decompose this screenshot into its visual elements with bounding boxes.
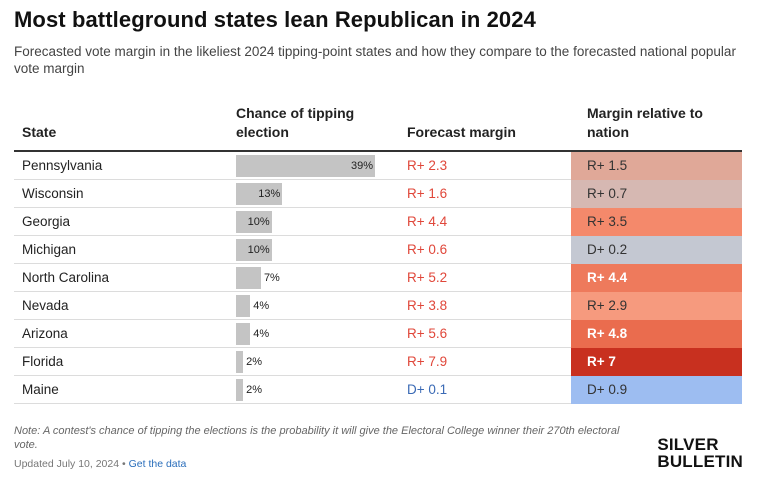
chance-label: 2% (246, 356, 263, 368)
chance-bar (236, 351, 244, 373)
chance-bar-cell: 13% (236, 183, 386, 205)
updated-date: Updated July 10, 2024 (14, 458, 120, 470)
chance-bar (236, 155, 375, 177)
table-row: Michigan 10% R+ 0.6 D+ 0.2 (14, 236, 742, 264)
chance-label: 7% (263, 272, 280, 284)
state-name: Wisconsin (22, 186, 84, 201)
state-name: Florida (22, 354, 64, 369)
chance-bar-cell: 4% (236, 323, 386, 345)
chance-bar-cell: 10% (236, 211, 386, 233)
column-header-forecast-margin: Forecast margin (407, 124, 516, 140)
column-header-chance: Chance of tipping election (236, 105, 355, 140)
chance-bar-cell: 10% (236, 239, 386, 261)
chart-title: Most battleground states lean Republican… (14, 7, 536, 32)
chart-subtitle: Forecasted vote margin in the likeliest … (14, 44, 736, 76)
margin-relative-cell: R+ 4.8 (571, 320, 742, 348)
forecast-margin: R+ 0.6 (407, 242, 448, 257)
margin-relative-cell: R+ 4.4 (571, 264, 742, 292)
forecast-margin: R+ 1.6 (407, 186, 448, 201)
table-row: Wisconsin 13% R+ 1.6 R+ 0.7 (14, 180, 742, 208)
margin-relative-cell: R+ 1.5 (571, 152, 742, 180)
chance-bar (236, 379, 244, 401)
table-row: Georgia 10% R+ 4.4 R+ 3.5 (14, 208, 742, 236)
table-header: State Chance of tipping election Forecas… (14, 105, 742, 152)
chance-label: 13% (258, 188, 281, 200)
state-name: Pennsylvania (22, 158, 103, 173)
chance-bar-cell: 4% (236, 295, 386, 317)
margin-relative-cell: D+ 0.9 (571, 376, 742, 404)
table-row: Maine 2% D+ 0.1 D+ 0.9 (14, 376, 742, 404)
chance-label: 39% (350, 160, 373, 172)
forecast-margin: R+ 5.6 (407, 326, 448, 341)
chance-label: 10% (247, 216, 270, 228)
forecast-margin: D+ 0.1 (407, 382, 448, 397)
margin-relative-cell: D+ 0.2 (571, 236, 742, 264)
state-name: Nevada (22, 298, 69, 313)
table-row: Arizona 4% R+ 5.6 R+ 4.8 (14, 320, 742, 348)
chance-bar (236, 211, 272, 233)
state-name: Michigan (22, 242, 77, 257)
chance-label: 10% (247, 244, 270, 256)
updated-line: Updated July 10, 2024 • Get the data (14, 458, 186, 470)
chance-label: 2% (246, 384, 263, 396)
logo-line-2: BULLETIN (657, 452, 743, 471)
forecast-margin: R+ 7.9 (407, 354, 448, 369)
table-row: North Carolina 7% R+ 5.2 R+ 4.4 (14, 264, 742, 292)
logo-line-1: SILVER (657, 435, 719, 454)
table-row: Pennsylvania 39% R+ 2.3 R+ 1.5 (14, 152, 742, 180)
chance-bar-cell: 2% (236, 351, 386, 373)
forecast-margin: R+ 2.3 (407, 158, 448, 173)
silver-bulletin-logo: SILVER BULLETIN (657, 436, 743, 470)
separator-dot: • (122, 458, 126, 470)
chance-bar (236, 239, 272, 261)
margin-relative-cell: R+ 7 (571, 348, 742, 376)
forecast-margin: R+ 3.8 (407, 298, 448, 313)
chance-bar (236, 183, 283, 205)
data-table: State Chance of tipping election Forecas… (14, 105, 742, 404)
table-row: Nevada 4% R+ 3.8 R+ 2.9 (14, 292, 742, 320)
column-header-margin-relative: Margin relative to nation (587, 105, 703, 140)
chance-bar (236, 295, 251, 317)
forecast-margin: R+ 4.4 (407, 214, 448, 229)
table-body: Pennsylvania 39% R+ 2.3 R+ 1.5 Wisconsin 13% R… (14, 152, 742, 404)
chance-bar-cell: 7% (236, 267, 386, 289)
chance-bar-cell: 2% (236, 379, 386, 401)
state-name: Georgia (22, 214, 71, 229)
state-name: Maine (22, 382, 59, 397)
margin-relative-cell: R+ 3.5 (571, 208, 742, 236)
column-header-state: State (22, 124, 57, 140)
forecast-margin: R+ 5.2 (407, 270, 448, 285)
chance-label: 4% (253, 328, 270, 340)
state-name: North Carolina (22, 270, 110, 285)
state-name: Arizona (22, 326, 68, 341)
footnote: Note: A contest's chance of tipping the … (14, 425, 620, 451)
get-data-link[interactable]: Get the data (128, 458, 187, 470)
chance-bar (236, 267, 261, 289)
chance-label: 4% (253, 300, 270, 312)
chance-bar-cell: 39% (236, 155, 386, 177)
chance-bar (236, 323, 251, 345)
table-row: Florida 2% R+ 7.9 R+ 7 (14, 348, 742, 376)
margin-relative-cell: R+ 2.9 (571, 292, 742, 320)
margin-relative-cell: R+ 0.7 (571, 180, 742, 208)
